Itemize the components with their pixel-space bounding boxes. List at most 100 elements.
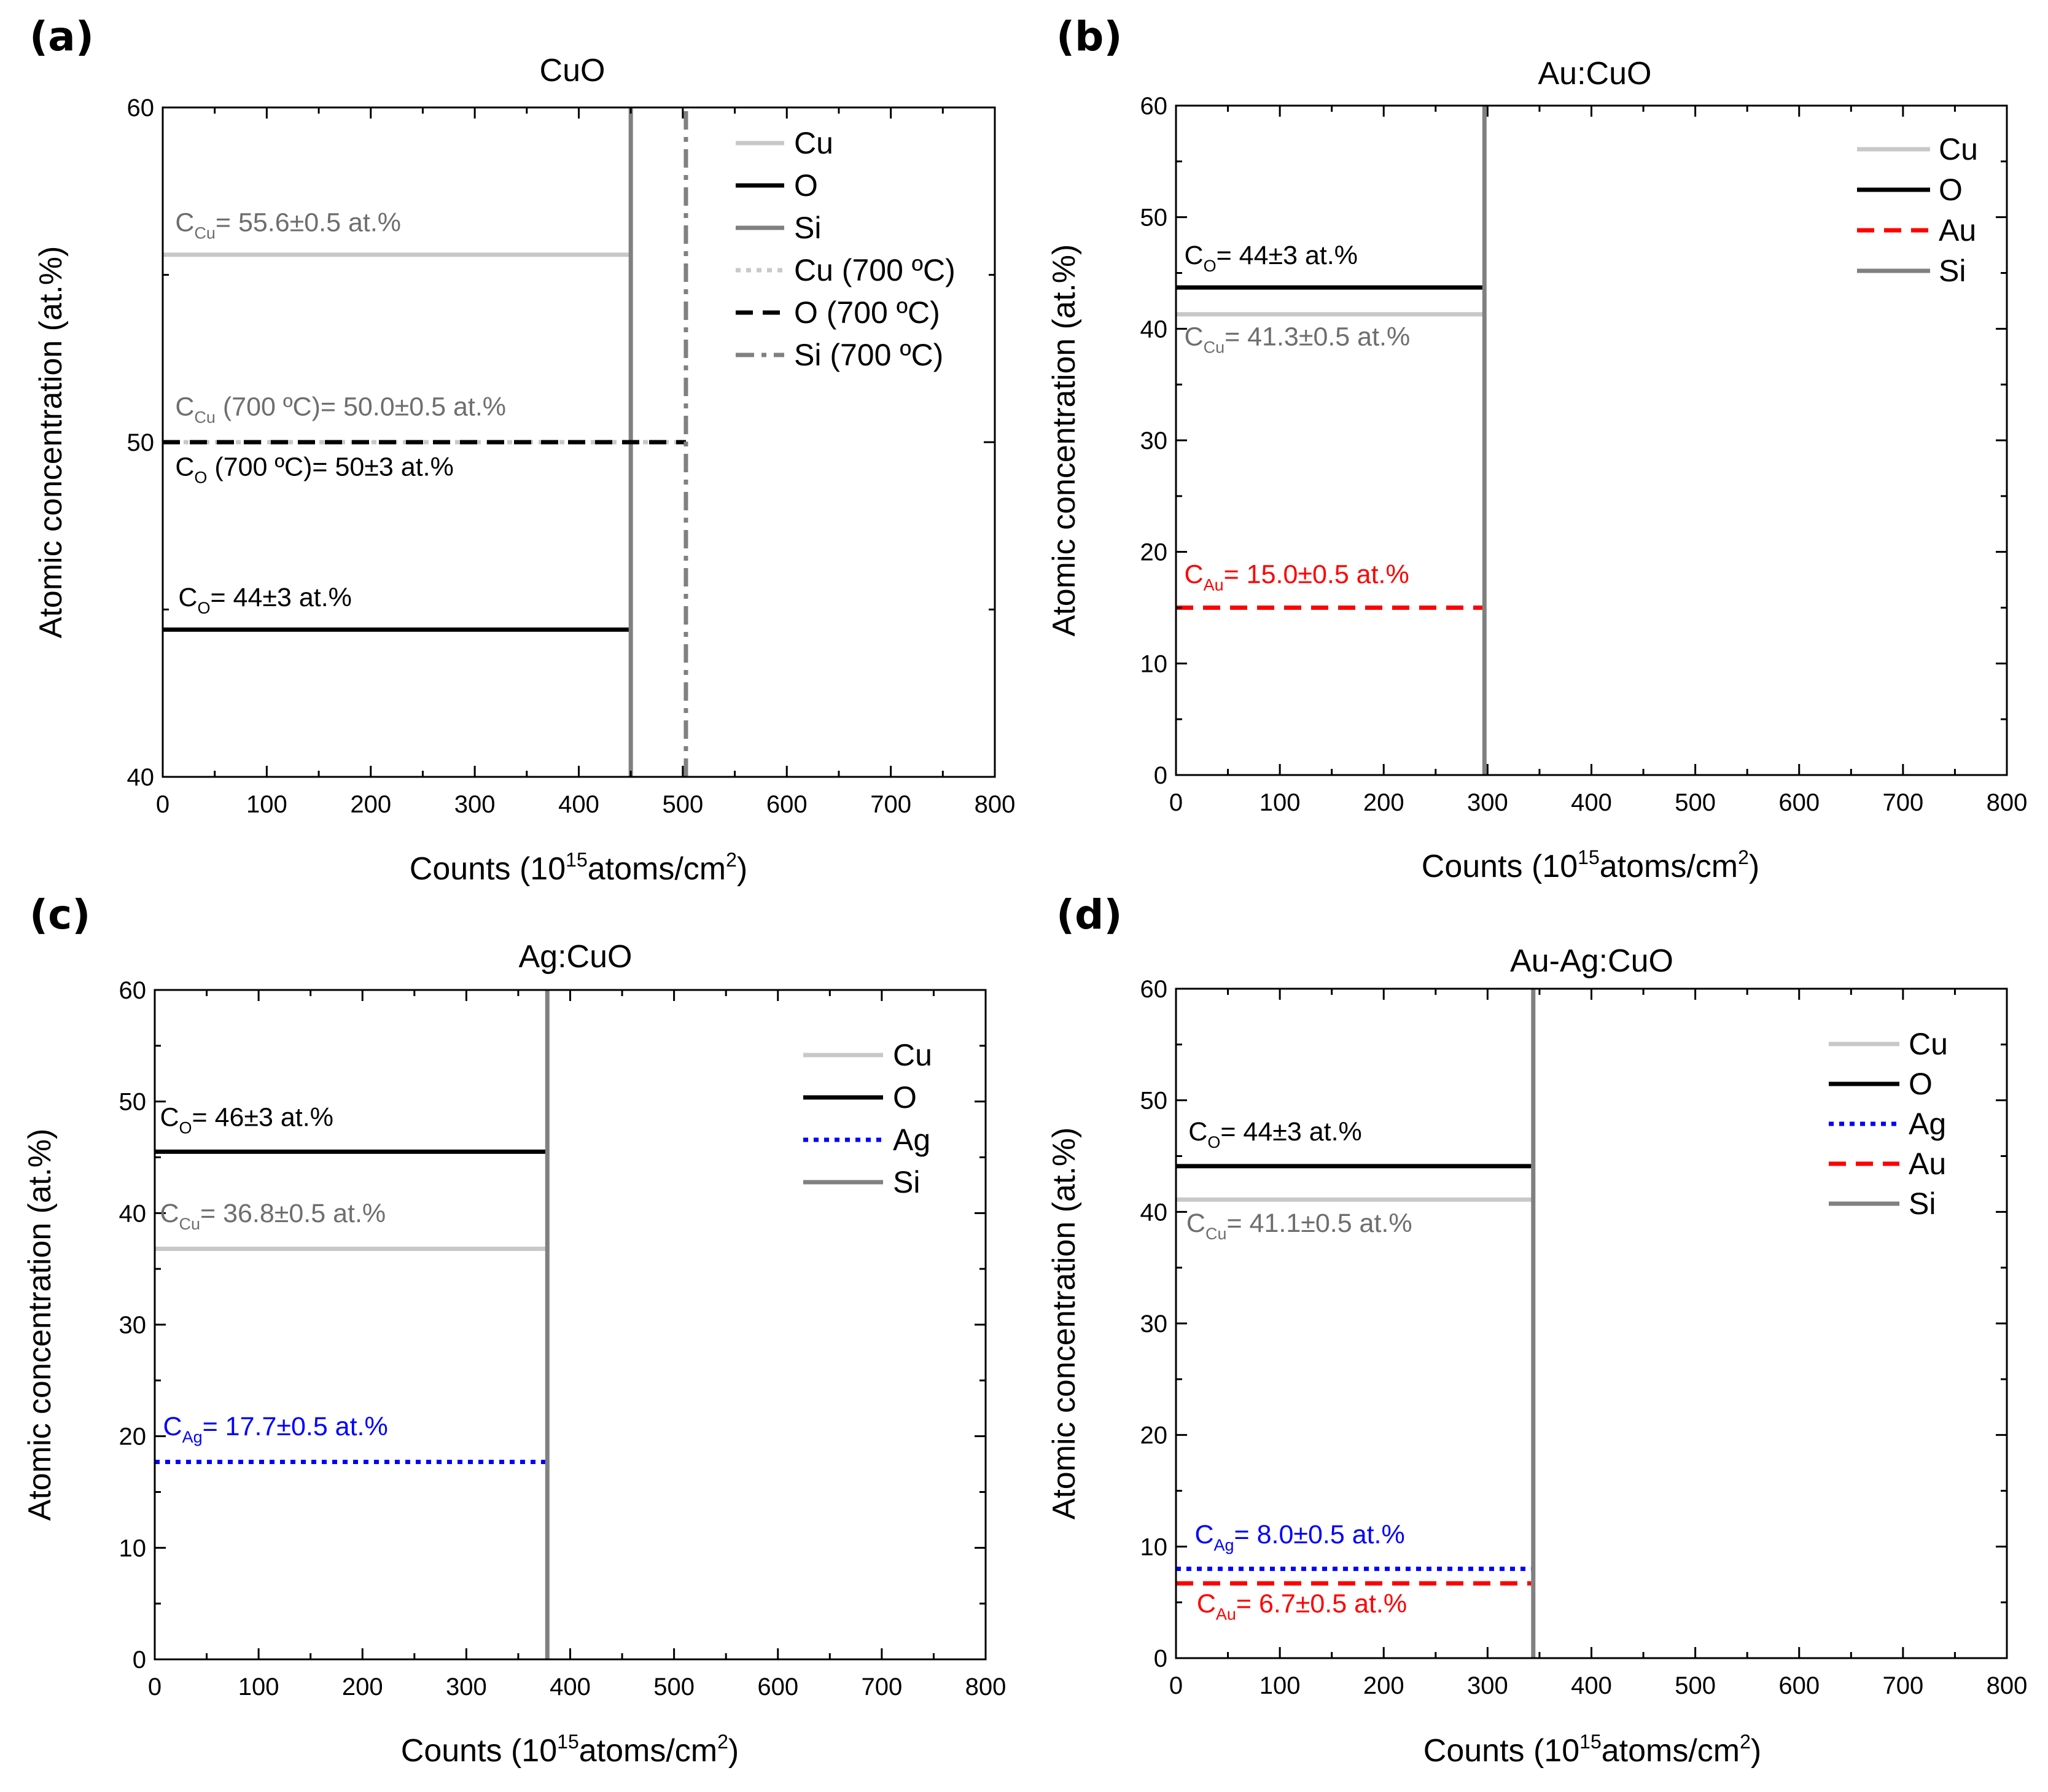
legend-label-si: Si	[1939, 254, 1966, 288]
x-tick-label: 200	[342, 1673, 383, 1700]
panel-label: (a)	[29, 13, 94, 60]
plot-frame	[154, 989, 987, 1661]
y-tick-label: 50	[1140, 1088, 1168, 1115]
x-tick-label: 0	[1169, 789, 1183, 816]
legend-label-au: Au	[1909, 1147, 1946, 1181]
x-tick-label: 500	[1675, 1672, 1716, 1699]
legend-label-o: O	[1939, 173, 1963, 207]
x-tick-label: 0	[148, 1673, 162, 1700]
y-tick-label: 50	[119, 1089, 147, 1116]
legend-label-o-700-c: O (700 ºC)	[794, 295, 940, 330]
x-tick-label: 800	[1987, 789, 2028, 816]
annotation-label: CO= 44±3 at.%	[1185, 241, 1358, 275]
x-tick-label: 0	[1169, 1672, 1183, 1699]
x-tick-label: 500	[653, 1673, 695, 1700]
x-tick-label: 800	[975, 791, 1016, 818]
panel-d: (d) Au-Ag:CuO Counts (1015atoms/cm2) Atomic…	[1046, 891, 2027, 1769]
y-axis-label: Atomic concentration (at.%)	[1046, 244, 1082, 637]
legend: Cu O Ag Si	[803, 1038, 932, 1199]
y-tick-label: 20	[119, 1424, 147, 1451]
annotation-label: CCu= 41.1±0.5 at.%	[1186, 1209, 1412, 1243]
legend-label-o: O	[794, 168, 818, 203]
panel-b: (b) Au:CuO Counts (1015atoms/cm2) Atomic co…	[1046, 13, 2027, 884]
x-axis-label: Counts (1015atoms/cm2)	[410, 849, 747, 887]
x-tick-label: 500	[1675, 789, 1716, 816]
legend-label-si-700-c: Si (700 ºC)	[794, 338, 943, 372]
y-tick-label: 40	[1140, 1199, 1168, 1226]
y-tick-label: 60	[1140, 93, 1168, 120]
legend-label-o: O	[1909, 1067, 1933, 1101]
y-tick-label: 10	[119, 1535, 147, 1562]
annotation-label: CCu (700 ºC)= 50.0±0.5 at.%	[175, 392, 506, 426]
annotation-label: CAg= 17.7±0.5 at.%	[163, 1412, 388, 1446]
x-tick-label: 400	[558, 791, 599, 818]
annotation-label: CO= 44±3 at.%	[1188, 1117, 1361, 1151]
x-tick-label: 600	[1778, 789, 1820, 816]
legend-label-cu: Cu	[1939, 132, 1978, 166]
x-tick-label: 700	[870, 791, 911, 818]
y-tick-label: 30	[1140, 427, 1168, 454]
legend-label-ag: Ag	[893, 1123, 930, 1157]
panel-c: (c) Ag:CuO Counts (1015atoms/cm2) Atomic co…	[22, 891, 1006, 1769]
x-tick-label: 800	[1987, 1672, 2028, 1699]
legend: Cu O Au Si	[1857, 132, 1978, 288]
x-tick-label: 300	[1467, 789, 1508, 816]
x-tick-label: 200	[1363, 1672, 1404, 1699]
legend-label-ag: Ag	[1909, 1107, 1946, 1141]
annotation-label: CAu= 15.0±0.5 at.%	[1185, 560, 1409, 594]
chart-title: Au:CuO	[1538, 56, 1652, 92]
y-tick-label: 30	[1140, 1311, 1168, 1338]
plot-frame	[1175, 988, 2008, 1659]
annotation-label: CCu= 36.8±0.5 at.%	[160, 1199, 386, 1233]
y-tick-label: 10	[1140, 650, 1168, 677]
y-axis-label: Atomic concentration (at.%)	[33, 246, 69, 639]
legend-label-cu: Cu	[893, 1038, 932, 1072]
annotation-label: CAg= 8.0±0.5 at.%	[1194, 1520, 1404, 1554]
y-tick-label: 10	[1140, 1533, 1168, 1560]
y-tick-label: 40	[127, 764, 155, 791]
x-axis-label: Counts (1015atoms/cm2)	[1423, 1731, 1761, 1769]
y-tick-label: 30	[119, 1312, 147, 1339]
annotation-label: CO= 46±3 at.%	[160, 1103, 333, 1137]
panel-label: (b)	[1056, 13, 1123, 60]
x-axis-label: Counts (1015atoms/cm2)	[1422, 846, 1759, 884]
y-axis-label: Atomic concentration (at.%)	[22, 1129, 58, 1521]
x-tick-label: 200	[350, 791, 391, 818]
y-tick-label: 40	[1140, 316, 1168, 343]
x-tick-label: 600	[1778, 1672, 1820, 1699]
x-tick-label: 200	[1363, 789, 1404, 816]
legend-label-cu-700-c: Cu (700 ºC)	[794, 253, 956, 287]
panel-label: (d)	[1056, 891, 1123, 938]
legend-label-si: Si	[794, 211, 821, 245]
x-tick-label: 300	[454, 791, 496, 818]
x-tick-label: 400	[550, 1673, 591, 1700]
x-tick-label: 100	[1260, 789, 1301, 816]
annotation-label: CO (700 ºC)= 50±3 at.%	[175, 453, 454, 487]
legend-label-si: Si	[893, 1165, 920, 1199]
x-tick-label: 100	[1260, 1672, 1301, 1699]
x-tick-label: 400	[1571, 1672, 1612, 1699]
y-tick-label: 60	[119, 977, 147, 1004]
legend-label-si: Si	[1909, 1186, 1936, 1221]
x-tick-label: 300	[1467, 1672, 1508, 1699]
x-tick-label: 500	[663, 791, 704, 818]
annotation-label: CCu= 55.6±0.5 at.%	[175, 208, 401, 243]
x-axis-label: Counts (1015atoms/cm2)	[401, 1731, 739, 1769]
x-tick-label: 600	[757, 1673, 798, 1700]
y-tick-label: 0	[1154, 1645, 1167, 1672]
x-tick-label: 700	[862, 1673, 903, 1700]
y-tick-label: 50	[127, 429, 155, 456]
legend-label-cu: Cu	[1909, 1027, 1948, 1061]
y-tick-label: 0	[1154, 762, 1167, 789]
chart-title: Au-Ag:CuO	[1510, 943, 1673, 979]
x-tick-label: 800	[965, 1673, 1006, 1700]
annotation-label: CCu= 41.3±0.5 at.%	[1185, 322, 1411, 357]
y-tick-label: 50	[1140, 205, 1168, 232]
x-tick-label: 100	[246, 791, 287, 818]
legend-label-o: O	[893, 1080, 917, 1115]
annotation-label: CAu= 6.7±0.5 at.%	[1197, 1589, 1407, 1624]
x-tick-label: 300	[446, 1673, 487, 1700]
x-tick-label: 100	[238, 1673, 279, 1700]
